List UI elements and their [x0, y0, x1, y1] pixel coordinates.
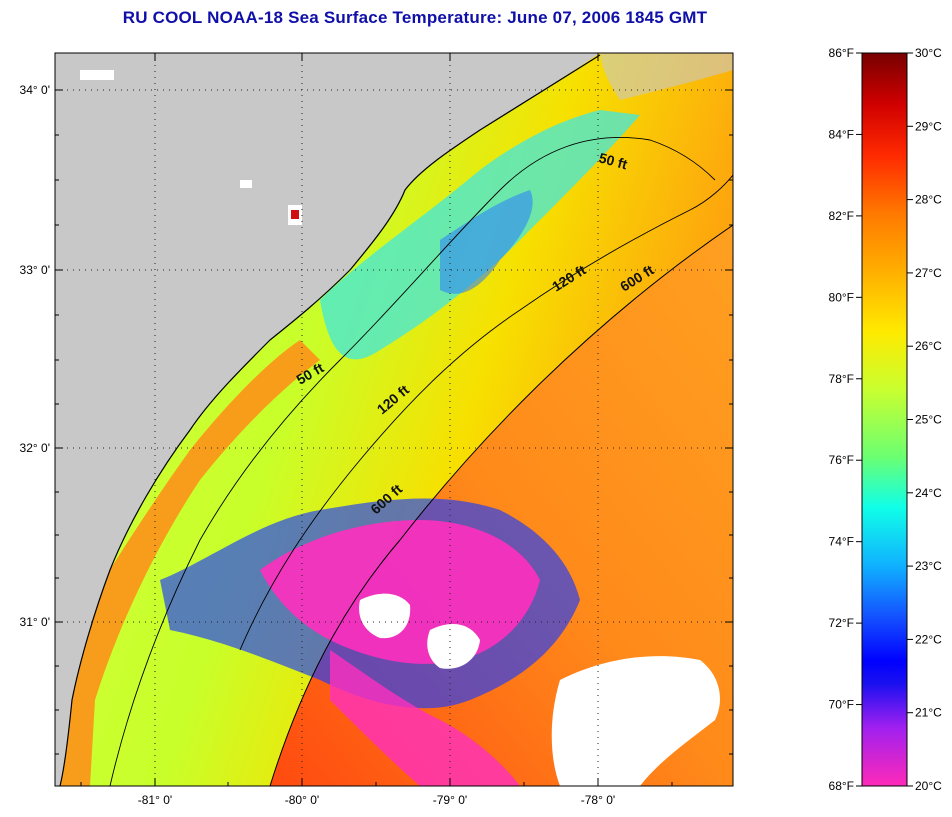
nearshore-warm-strip	[55, 340, 320, 786]
lon-label-80: -80° 0'	[285, 793, 319, 807]
cloud-patch-southeast	[551, 656, 720, 786]
lat-label-31: 31° 0'	[20, 615, 50, 629]
graticule	[55, 53, 733, 786]
coastline	[59, 54, 601, 786]
fahrenheit-label: 76°F	[829, 453, 854, 467]
celsius-label: 30°C	[915, 46, 942, 60]
fahrenheit-label: 82°F	[829, 209, 854, 223]
celsius-label: 22°C	[915, 632, 942, 646]
celsius-label: 20°C	[915, 779, 942, 793]
lat-label-34: 34° 0'	[20, 83, 50, 97]
celsius-label: 28°C	[915, 193, 942, 207]
celsius-label: 24°C	[915, 486, 942, 500]
isobath-600ft	[269, 224, 733, 786]
fahrenheit-ticks: 86°F 84°F 82°F 80°F 78°F 76°F 74°F 72°F 70°F 68°F	[829, 46, 862, 793]
fahrenheit-label: 78°F	[829, 372, 854, 386]
colorbar-gradient	[861, 52, 908, 787]
cloud-patch-center	[359, 593, 411, 639]
map-title: RU COOL NOAA-18 Sea Surface Temperature:…	[122, 8, 708, 27]
fahrenheit-label: 86°F	[829, 46, 854, 60]
cold-core-magenta	[260, 520, 540, 664]
land-sliver-northeast	[600, 53, 733, 100]
shelf-blue-patches	[440, 190, 533, 294]
lat-label-32: 32° 0'	[20, 441, 50, 455]
celsius-label: 21°C	[915, 706, 942, 720]
land-mass	[55, 53, 600, 786]
isobath-120ft	[239, 174, 733, 651]
fahrenheit-label: 84°F	[829, 127, 854, 141]
fahrenheit-label: 80°F	[829, 290, 854, 304]
cold-lobe-south	[330, 650, 520, 786]
lon-label-81: -81° 0'	[138, 793, 172, 807]
contour-label-50ft-north: 50 ft	[597, 149, 629, 172]
lon-label-78: -78° 0'	[581, 793, 615, 807]
fahrenheit-label: 72°F	[829, 616, 854, 630]
fahrenheit-label: 68°F	[829, 779, 854, 793]
isobath-50ft	[109, 137, 716, 786]
lat-label-33: 33° 0'	[20, 263, 50, 277]
fahrenheit-label: 70°F	[829, 698, 854, 712]
map-ticks	[55, 53, 733, 786]
celsius-label: 26°C	[915, 339, 942, 353]
cloud-patch-eddy	[427, 624, 480, 669]
celsius-ticks: 30°C 29°C 28°C 27°C 26°C 25°C 24°C 23°C 22°C 21°C…	[907, 46, 942, 793]
celsius-label: 25°C	[915, 413, 942, 427]
lon-label-79: -79° 0'	[433, 793, 467, 807]
lake-marion-cloud	[80, 70, 302, 225]
fahrenheit-label: 74°F	[829, 535, 854, 549]
map-frame	[54, 52, 734, 787]
celsius-label: 23°C	[915, 559, 942, 573]
celsius-label: 29°C	[915, 119, 942, 133]
celsius-label: 27°C	[915, 266, 942, 280]
